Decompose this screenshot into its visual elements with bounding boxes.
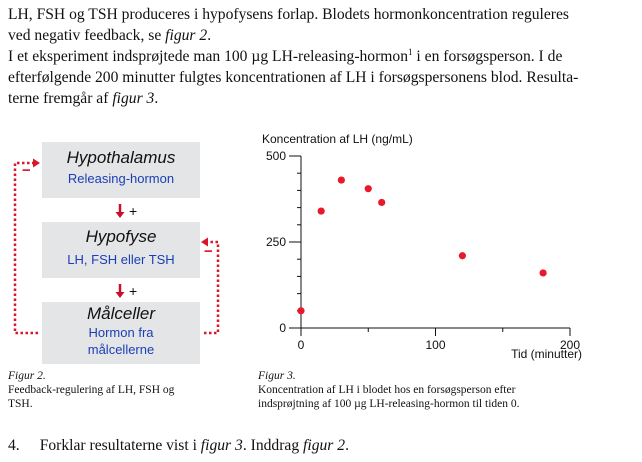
data-point	[378, 198, 386, 207]
target-hormone-label-1: Hormon fra	[88, 325, 154, 340]
intro-line-5: terne fremgår af figur 3.	[8, 88, 636, 109]
data-point	[297, 307, 305, 315]
pituitary-title: Hypofyse	[85, 227, 157, 246]
question-ref-figure-2: figur 2	[303, 437, 346, 454]
question-text-a: Forklar resultaterne vist i	[39, 437, 201, 454]
plus-sign-2: +	[129, 283, 138, 299]
y-tick-label: 0	[279, 321, 286, 335]
feedback-loop-outer	[13, 161, 38, 335]
question-number: 4.	[8, 437, 20, 454]
figure-2-reference: figur 2	[165, 27, 208, 44]
intro-line-5a: terne fremgår af	[8, 90, 113, 107]
figure-3-reference: figur 3	[112, 90, 155, 107]
pituitary-box: Hypofyse LH, FSH eller TSH	[42, 222, 200, 278]
intro-line-4: efterfølgende 200 minutter fulgtes konce…	[8, 69, 579, 86]
target-cells-title: Målceller	[86, 304, 156, 323]
y-tick-label: 500	[266, 149, 286, 163]
intro-text: LH, FSH og TSH produceres i hypofysens f…	[8, 4, 636, 109]
y-tick-label: 250	[266, 235, 286, 249]
minus-sign-outer: −	[22, 162, 31, 179]
data-point	[317, 207, 325, 215]
intro-line-1: LH, FSH og TSH produceres i hypofysens f…	[8, 6, 569, 23]
feedback-loop-inner	[204, 240, 220, 335]
minus-sign-inner: −	[204, 243, 213, 260]
question-text-b: . Inddrag	[242, 437, 304, 454]
chart-title: Koncentration af LH (ng/mL)	[262, 132, 413, 146]
figure-3-label: Figur 3.	[258, 370, 296, 382]
feedback-arrowhead-inner	[201, 237, 208, 247]
intro-line-5b: .	[154, 90, 159, 107]
question-ref-figure-3: figur 3	[200, 437, 243, 454]
figure-3-caption-line-1: Koncentration af LH i blodet hos en fors…	[258, 384, 516, 396]
intro-line-2: ved negativ feedback, se figur 2.	[8, 25, 636, 46]
figure-2-label: Figur 2.	[8, 370, 46, 382]
pituitary-hormones-label: LH, FSH eller TSH	[67, 252, 175, 267]
figure-2-caption-line-1: Feedback-regulering af LH, FSH og	[8, 384, 175, 396]
down-arrow-2	[115, 284, 125, 298]
data-point	[539, 269, 547, 277]
figure-3-caption-line-2: indsprøjtning af 100 µg LH-releasing-hor…	[258, 398, 520, 410]
figure-3-caption: Figur 3. Koncentration af LH i blodet ho…	[258, 369, 638, 411]
data-point	[337, 176, 345, 184]
x-tick-label: 200	[560, 338, 580, 352]
target-cells-box: Målceller Hormon fra målcellerne	[42, 302, 200, 364]
intro-line-3: I et eksperiment indsprøjtede man 100 µg…	[8, 46, 636, 67]
intro-line-3a: I et eksperiment indsprøjtede man 100 µg…	[8, 48, 409, 65]
intro-line-2a: ved negativ feedback, se	[8, 27, 166, 44]
footnote-marker: 1	[408, 46, 413, 57]
intro-line-2b: .	[207, 27, 212, 44]
releasing-hormone-label: Releasing-hormon	[67, 171, 175, 186]
x-tick-label: 0	[298, 338, 305, 352]
data-point	[364, 185, 372, 193]
hypothalamus-box: Hypothalamus Releasing-hormon	[42, 142, 200, 198]
figure-2-caption-line-2: TSH.	[8, 398, 33, 410]
question-4: 4. Forklar resultaterne vist i figur 3. I…	[8, 437, 349, 455]
question-text-c: .	[345, 437, 349, 454]
figure-2-caption: Figur 2. Feedback-regulering af LH, FSH …	[8, 369, 238, 411]
data-point	[458, 252, 466, 260]
x-tick-label: 100	[425, 338, 445, 352]
feedback-arrowhead-outer	[33, 158, 40, 168]
x-axis-label: Tid (minutter)	[511, 347, 582, 361]
intro-line-3b: i en forsøgsperson. I de	[412, 48, 563, 65]
hypothalamus-title: Hypothalamus	[66, 148, 176, 167]
plus-sign-1: +	[129, 203, 138, 219]
down-arrow-1	[115, 204, 125, 218]
target-hormone-label-2: målcellerne	[87, 342, 155, 357]
